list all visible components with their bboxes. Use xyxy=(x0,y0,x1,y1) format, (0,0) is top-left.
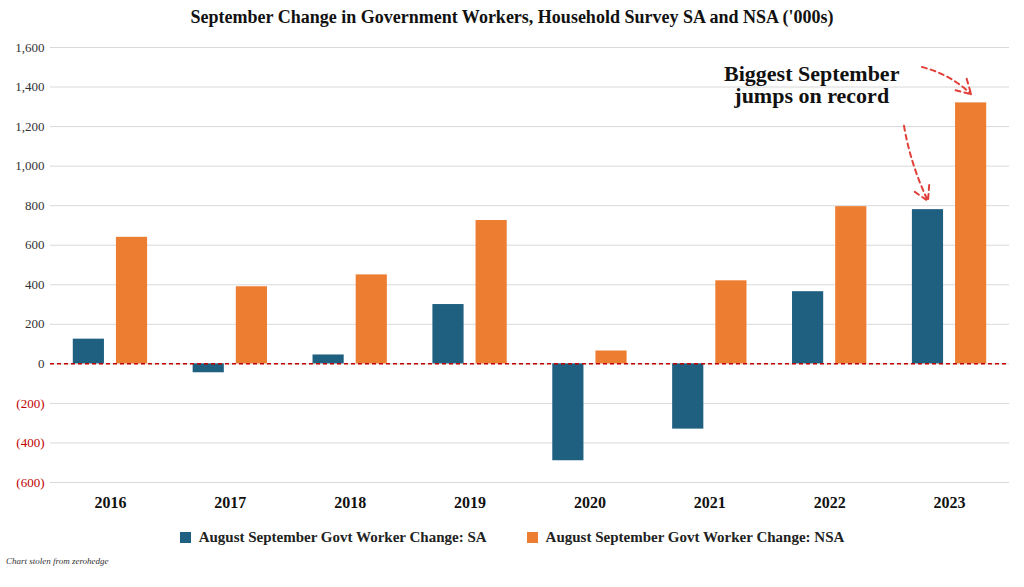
svg-text:2017: 2017 xyxy=(214,494,246,511)
svg-text:2019: 2019 xyxy=(454,494,486,511)
html-text:August September Govt Worker C: August September Govt Worker Change: NSA xyxy=(545,528,845,545)
svg-text:2020: 2020 xyxy=(574,494,606,511)
svg-text:(400): (400) xyxy=(16,435,44,450)
svg-text:2021: 2021 xyxy=(694,494,726,511)
html-text:September Change in Government: September Change in Government Workers, … xyxy=(190,7,834,27)
svg-text:(200): (200) xyxy=(16,396,44,411)
svg-text:1,400: 1,400 xyxy=(15,79,44,94)
svg-text:800: 800 xyxy=(25,198,45,213)
svg-text:1,200: 1,200 xyxy=(15,119,44,134)
svg-text:400: 400 xyxy=(25,277,45,292)
svg-text:2023: 2023 xyxy=(934,494,966,511)
svg-text:1,000: 1,000 xyxy=(15,158,44,173)
html-text:Chart stolen from zerohedge: Chart stolen from zerohedge xyxy=(6,556,109,566)
svg-text:2022: 2022 xyxy=(814,494,846,511)
svg-text:600: 600 xyxy=(25,237,45,252)
svg-text:(600): (600) xyxy=(16,475,44,490)
svg-text:2016: 2016 xyxy=(94,494,126,511)
svg-text:Biggest Septemberjumps on reco: Biggest Septemberjumps on record xyxy=(724,61,900,108)
svg-text:2018: 2018 xyxy=(334,494,366,511)
svg-text:200: 200 xyxy=(25,316,45,331)
html-text:August September Govt Worker C: August September Govt Worker Change: SA xyxy=(198,528,487,545)
svg-text:1,600: 1,600 xyxy=(15,40,44,55)
svg-text:0: 0 xyxy=(38,356,45,371)
